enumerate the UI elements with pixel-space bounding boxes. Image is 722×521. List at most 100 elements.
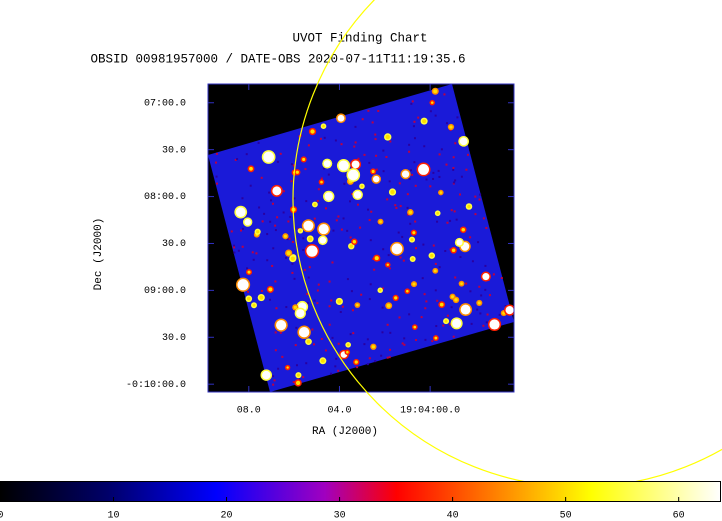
noise xyxy=(268,191,271,194)
noise xyxy=(449,323,452,326)
noise xyxy=(446,221,449,224)
noise xyxy=(401,342,404,345)
noise xyxy=(237,249,240,252)
noise xyxy=(293,197,296,200)
noise xyxy=(368,161,371,164)
noise xyxy=(334,139,337,142)
noise xyxy=(359,226,362,229)
star xyxy=(433,89,438,94)
noise xyxy=(319,137,322,140)
noise xyxy=(429,185,432,188)
noise xyxy=(425,178,428,181)
star xyxy=(477,301,481,305)
noise xyxy=(413,137,416,140)
noise xyxy=(434,114,437,117)
noise xyxy=(485,226,488,229)
noise xyxy=(432,171,435,174)
star xyxy=(338,160,349,171)
noise xyxy=(349,333,352,336)
noise xyxy=(271,202,274,205)
noise xyxy=(351,192,354,195)
noise xyxy=(275,307,278,310)
y-tick-label: 30.0 xyxy=(162,239,186,250)
noise xyxy=(408,150,411,153)
noise xyxy=(369,283,372,286)
noise xyxy=(443,93,446,96)
noise xyxy=(424,338,427,341)
star xyxy=(272,186,282,196)
star xyxy=(295,170,299,174)
noise xyxy=(335,357,338,360)
noise xyxy=(500,277,503,280)
star xyxy=(322,124,325,128)
noise xyxy=(482,324,485,327)
noise xyxy=(272,383,275,386)
y-tick-label: 08:00.0 xyxy=(144,192,186,203)
star xyxy=(482,273,490,281)
noise xyxy=(302,376,305,379)
noise xyxy=(272,247,275,250)
noise xyxy=(215,182,218,185)
noise xyxy=(351,309,354,312)
star xyxy=(352,240,357,244)
noise xyxy=(334,365,337,368)
noise xyxy=(233,244,236,247)
noise xyxy=(268,298,271,301)
noise xyxy=(407,213,410,216)
noise xyxy=(366,338,369,341)
star xyxy=(351,160,360,169)
star xyxy=(346,350,349,354)
noise xyxy=(449,219,452,222)
noise xyxy=(381,306,384,309)
noise xyxy=(273,379,276,382)
noise xyxy=(260,289,263,292)
noise xyxy=(477,241,480,244)
star xyxy=(371,345,376,349)
noise xyxy=(389,331,392,334)
noise xyxy=(348,200,351,203)
star xyxy=(324,192,333,201)
noise xyxy=(389,348,392,351)
star xyxy=(259,295,264,300)
noise xyxy=(341,305,344,308)
noise xyxy=(266,233,269,236)
noise xyxy=(445,122,448,125)
y-tick-label: 30.0 xyxy=(162,145,186,156)
noise xyxy=(394,204,397,207)
noise xyxy=(330,299,333,302)
noise xyxy=(241,245,244,248)
star xyxy=(319,236,327,244)
noise xyxy=(337,342,340,345)
noise xyxy=(366,363,369,366)
noise xyxy=(246,267,249,270)
star xyxy=(436,211,440,215)
noise xyxy=(337,369,340,372)
noise xyxy=(290,180,293,183)
noise xyxy=(282,190,285,193)
star xyxy=(408,210,413,214)
noise xyxy=(270,199,273,202)
noise xyxy=(255,252,258,255)
colorbar-tick-label: 0 xyxy=(0,511,4,521)
noise xyxy=(279,152,282,155)
noise xyxy=(399,256,402,259)
noise xyxy=(466,153,469,156)
noise xyxy=(292,381,295,384)
star xyxy=(452,318,462,328)
noise xyxy=(414,247,417,250)
star xyxy=(283,234,288,238)
star xyxy=(295,380,301,386)
star xyxy=(290,256,295,261)
noise xyxy=(455,218,458,221)
noise xyxy=(354,141,357,144)
noise xyxy=(357,157,360,160)
noise xyxy=(452,166,455,169)
noise xyxy=(311,328,314,331)
noise xyxy=(279,331,282,334)
colorbar-tick-label: 10 xyxy=(108,511,120,521)
noise xyxy=(368,219,371,222)
noise xyxy=(408,143,411,146)
colorbar-tick-label: 20 xyxy=(221,511,233,521)
noise xyxy=(322,167,325,170)
noise xyxy=(249,184,252,187)
